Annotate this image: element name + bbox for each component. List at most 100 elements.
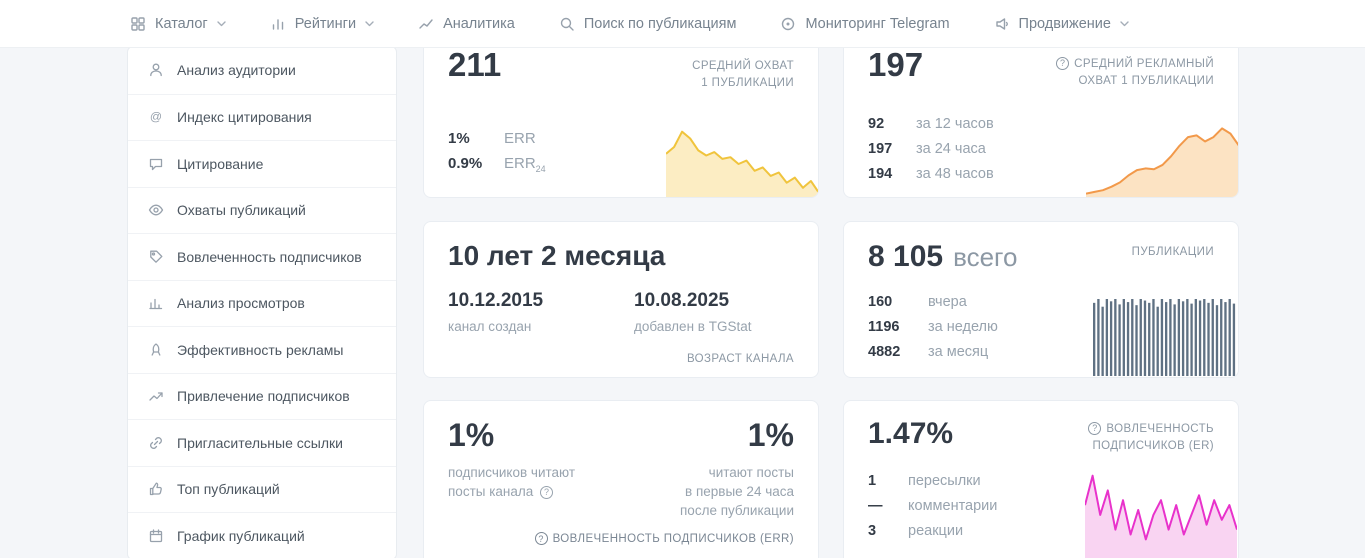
nav-item-analytics[interactable]: Аналитика [418, 16, 515, 32]
link-icon [148, 435, 164, 451]
sidebar-item-subscriber-attraction[interactable]: Привлечение подписчиков [128, 372, 396, 420]
help-icon[interactable] [534, 532, 548, 545]
stat-row: 194 за 48 часов [868, 166, 994, 182]
nav-item-label: Аналитика [443, 15, 515, 32]
stat-row: 92 за 12 часов [868, 116, 994, 132]
trending-up-icon [148, 388, 164, 404]
nav-item-label: Каталог [155, 15, 208, 32]
search-icon [559, 16, 575, 32]
top-navbar: Каталог Рейтинги Аналитика Поиск по публ… [0, 0, 1365, 48]
megaphone-icon [994, 16, 1010, 32]
chevron-down-icon [217, 20, 226, 27]
sidebar-item-label: График публикаций [177, 527, 305, 544]
avg-ad-reach-sparkline [1086, 111, 1238, 197]
err-rows: 1% ERR 0.9% ERR24 [448, 126, 546, 182]
at-sign-icon: @ [148, 109, 164, 125]
avg-reach-title: СРЕДНИЙ ОХВАТ 1 ПУБЛИКАЦИИ [692, 60, 794, 89]
sidebar-item-label: Анализ аудитории [177, 62, 296, 79]
er-sparkline [1085, 461, 1237, 558]
err-right-caption: читают посты в первые 24 часа после публ… [680, 465, 794, 518]
nav-item-label: Мониторинг Telegram [805, 15, 950, 32]
analytics-sidebar: Анализ аудитории @ Индекс цитирования Ци… [127, 46, 397, 558]
er-title: ВОВЛЕЧЕННОСТЬ ПОДПИСЧИКОВ (ER) [1088, 421, 1214, 455]
sidebar-item-invite-links[interactable]: Пригласительные ссылки [128, 419, 396, 466]
err-row: 1% ERR [448, 130, 536, 147]
stat-row: 197 за 24 часа [868, 141, 986, 157]
sidebar-item-citation[interactable]: Цитирование [128, 140, 396, 187]
analytics-line-icon [418, 16, 434, 32]
calendar-icon [148, 528, 164, 544]
card-publications: 8 105 всего ПУБЛИКАЦИИ 160 вчера 1196 за… [843, 221, 1239, 378]
avg-reach-value: 211 [448, 46, 502, 83]
sidebar-item-top-publications[interactable]: Топ публикаций [128, 465, 396, 513]
sidebar-item-label: Охваты публикаций [177, 202, 306, 219]
sidebar-item-label: Вовлеченность подписчиков [177, 248, 362, 265]
card-err: 1% 1% подписчиков читают посты канала чи… [423, 400, 819, 558]
sidebar-item-publication-reach[interactable]: Охваты публикаций [128, 186, 396, 234]
stat-row: 4882 за месяц [868, 344, 989, 360]
stat-row: 160 вчера [868, 294, 967, 310]
nav-item-telegram-monitoring[interactable]: Мониторинг Telegram [780, 15, 950, 32]
sidebar-item-audience-analysis[interactable]: Анализ аудитории [128, 47, 396, 94]
avg-ad-reach-title: СРЕДНИЙ РЕКЛАМНЫЙ ОХВАТ 1 ПУБЛИКАЦИИ [1056, 56, 1214, 90]
publications-total: 8 105 всего [868, 240, 1018, 273]
nav-item-promotion[interactable]: Продвижение [994, 16, 1129, 32]
ratings-chart-icon [270, 16, 286, 32]
stat-row: — комментарии [868, 498, 998, 514]
er-value: 1.47% [868, 417, 954, 450]
sidebar-item-label: Привлечение подписчиков [177, 388, 350, 405]
publications-title: ПУБЛИКАЦИИ [1131, 246, 1214, 258]
avg-reach-sparkline [666, 113, 818, 197]
help-icon[interactable] [1056, 57, 1070, 70]
sidebar-item-label: Цитирование [177, 155, 264, 172]
chevron-down-icon [365, 20, 374, 27]
card-er: 1.47% ВОВЛЕЧЕННОСТЬ ПОДПИСЧИКОВ (ER) 1 п… [843, 400, 1239, 558]
monitoring-target-icon [780, 16, 796, 32]
sidebar-item-publication-schedule[interactable]: График публикаций [128, 512, 396, 558]
eye-icon [148, 202, 164, 218]
publications-rows: 160 вчера 1196 за неделю 4882 за месяц [868, 290, 998, 365]
stat-row: 1196 за неделю [868, 319, 998, 335]
svg-text:@: @ [150, 110, 162, 124]
created-date: 10.12.2015 канал создан [448, 290, 544, 334]
sidebar-item-subscriber-engagement[interactable]: Вовлеченность подписчиков [128, 233, 396, 280]
speech-bubble-icon [148, 156, 164, 172]
help-icon[interactable] [540, 486, 554, 499]
nav-item-label: Рейтинги [294, 15, 357, 32]
help-icon[interactable] [1088, 422, 1102, 435]
err24-row: 0.9% ERR24 [448, 155, 546, 174]
err-right-value: 1% [747, 417, 794, 453]
err-left-value: 1% [448, 417, 495, 453]
nav-item-publication-search[interactable]: Поиск по публикациям [559, 15, 737, 32]
catalog-grid-icon [130, 16, 146, 32]
sidebar-item-label: Эффективность рекламы [177, 341, 344, 358]
ad-reach-rows: 92 за 12 часов 197 за 24 часа 194 за 48 … [868, 112, 994, 187]
added-date: 10.08.2025 добавлен в TGStat [634, 290, 752, 334]
thumbs-up-icon [148, 481, 164, 497]
sidebar-item-label: Индекс цитирования [177, 109, 312, 126]
sidebar-item-label: Пригласительные ссылки [177, 434, 343, 451]
sidebar-item-views-analysis[interactable]: Анализ просмотров [128, 279, 396, 327]
err-footer: ВОВЛЕЧЕННОСТЬ ПОДПИСЧИКОВ (ERR) [534, 532, 794, 545]
sidebar-item-label: Анализ просмотров [177, 295, 305, 312]
err-left-caption: подписчиков читают посты канала [448, 463, 575, 501]
nav-item-label: Поиск по публикациям [583, 15, 737, 32]
age-dates: 10.12.2015 канал создан 10.08.2025 добав… [448, 290, 751, 336]
nav-item-ratings[interactable]: Рейтинги [270, 16, 374, 32]
stat-row: 3 реакции [868, 523, 964, 539]
tag-icon [148, 249, 164, 265]
rocket-icon [148, 342, 164, 358]
chevron-down-icon [1120, 20, 1129, 27]
sidebar-item-citation-index[interactable]: @ Индекс цитирования [128, 93, 396, 141]
user-icon [148, 62, 164, 78]
avg-ad-reach-value: 197 [868, 46, 924, 83]
channel-age-value: 10 лет 2 месяца [448, 240, 666, 271]
stat-row: 1 пересылки [868, 473, 981, 489]
bar-chart-icon [148, 295, 164, 311]
card-channel-age: 10 лет 2 месяца 10.12.2015 канал создан … [423, 221, 819, 378]
er-rows: 1 пересылки — комментарии 3 реакции [868, 469, 997, 544]
channel-age-footer: ВОЗРАСТ КАНАЛА [686, 353, 794, 365]
sidebar-item-ad-effectiveness[interactable]: Эффективность рекламы [128, 326, 396, 373]
nav-item-catalog[interactable]: Каталог [130, 16, 226, 32]
